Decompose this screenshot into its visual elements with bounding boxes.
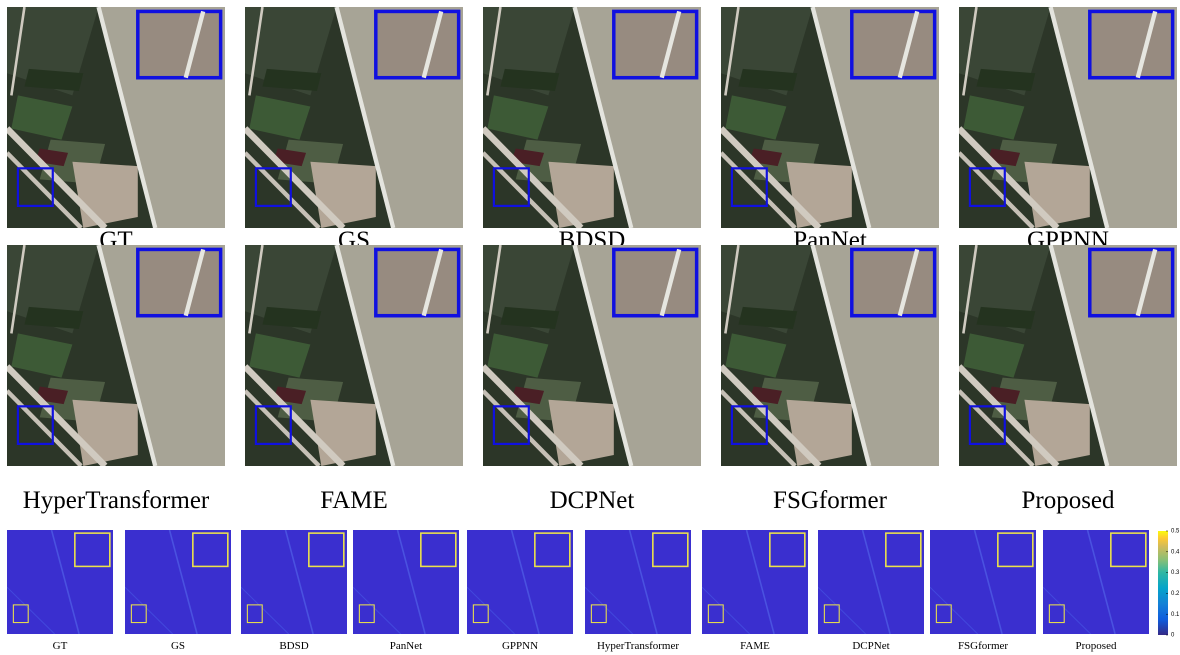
error-map [818, 530, 924, 634]
colorbar-tick-label: 0.4 [1171, 549, 1180, 555]
result-image [959, 245, 1177, 466]
error-map [1043, 530, 1149, 634]
colorbar-tick-label: 0.3 [1171, 570, 1180, 576]
error-map [585, 530, 691, 634]
result-image [959, 7, 1177, 228]
error-map [7, 530, 113, 634]
error-map [125, 530, 231, 634]
result-image [483, 245, 701, 466]
figure: GT GS BDSD PanNet GPPNN HyperTransformer FAME D… [0, 0, 1180, 655]
image-label: Proposed [1021, 487, 1115, 514]
image-label: FSGformer [773, 487, 888, 514]
result-image [245, 245, 463, 466]
error-label: Proposed [1076, 640, 1117, 652]
result-image [721, 245, 939, 466]
error-label: GS [171, 640, 185, 652]
error-label: PanNet [390, 640, 422, 652]
result-image [7, 245, 225, 466]
colorbar-tick-label: 0.5 [1171, 529, 1180, 535]
colorbar [1158, 531, 1168, 635]
error-label: FSGformer [958, 640, 1008, 652]
page: {"rows": [ {"labels": ["GT", "GS", "BDSD… [0, 0, 1180, 655]
error-map [353, 530, 459, 634]
error-map [467, 530, 573, 634]
error-label: GT [53, 640, 68, 652]
image-label: DCPNet [550, 487, 635, 514]
error-label: FAME [740, 640, 770, 652]
error-label: BDSD [279, 640, 308, 652]
error-map [702, 530, 808, 634]
error-label: GPPNN [502, 640, 538, 652]
colorbar-tick-label: 0 [1171, 633, 1175, 639]
error-label: DCPNet [852, 640, 889, 652]
result-image [721, 7, 939, 228]
image-label: FAME [320, 487, 388, 514]
error-label: HyperTransformer [597, 640, 679, 652]
result-image [7, 7, 225, 228]
error-map [241, 530, 347, 634]
colorbar-tick-label: 0.2 [1171, 591, 1180, 597]
result-image [483, 7, 701, 228]
error-map [930, 530, 1036, 634]
result-image [245, 7, 463, 228]
image-label: HyperTransformer [23, 487, 210, 514]
colorbar-tick-label: 0.1 [1171, 612, 1180, 618]
